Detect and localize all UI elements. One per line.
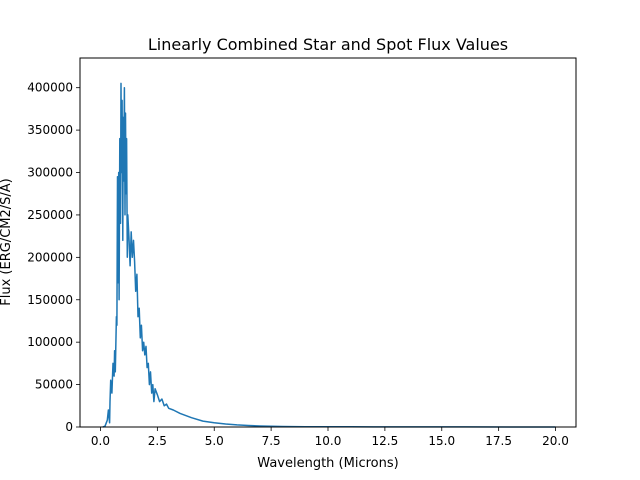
x-tick-label: 15.0	[428, 434, 455, 448]
y-tick-label: 150000	[27, 293, 73, 307]
x-tick-label: 12.5	[372, 434, 399, 448]
y-axis-label: Flux (ERG/CM2/S/A)	[0, 178, 14, 305]
y-tick-label: 50000	[35, 378, 73, 392]
x-tick-label: 17.5	[485, 434, 512, 448]
chart-title: Linearly Combined Star and Spot Flux Val…	[148, 35, 508, 54]
y-tick-label: 400000	[27, 81, 73, 95]
x-axis: 0.0 2.5 5.0 7.5 10.0 12.5 15.0 17.5 20.0	[91, 427, 569, 448]
y-tick-label: 200000	[27, 250, 73, 264]
y-tick-label: 350000	[27, 123, 73, 137]
x-tick-label: 5.0	[205, 434, 224, 448]
y-axis: 0 50000 100000 150000 200000 250000 300000 3500…	[27, 81, 80, 434]
x-tick-label: 0.0	[91, 434, 110, 448]
x-tick-label: 7.5	[262, 434, 281, 448]
plot-area	[102, 82, 556, 428]
y-tick-label: 300000	[27, 166, 73, 180]
x-tick-label: 20.0	[542, 434, 569, 448]
x-axis-label: Wavelength (Microns)	[257, 456, 398, 471]
y-tick-label: 0	[65, 420, 73, 434]
x-tick-label: 10.0	[315, 434, 342, 448]
flux-series-line	[102, 82, 556, 428]
x-tick-label: 2.5	[148, 434, 167, 448]
y-tick-label: 100000	[27, 335, 73, 349]
y-tick-label: 250000	[27, 208, 73, 222]
